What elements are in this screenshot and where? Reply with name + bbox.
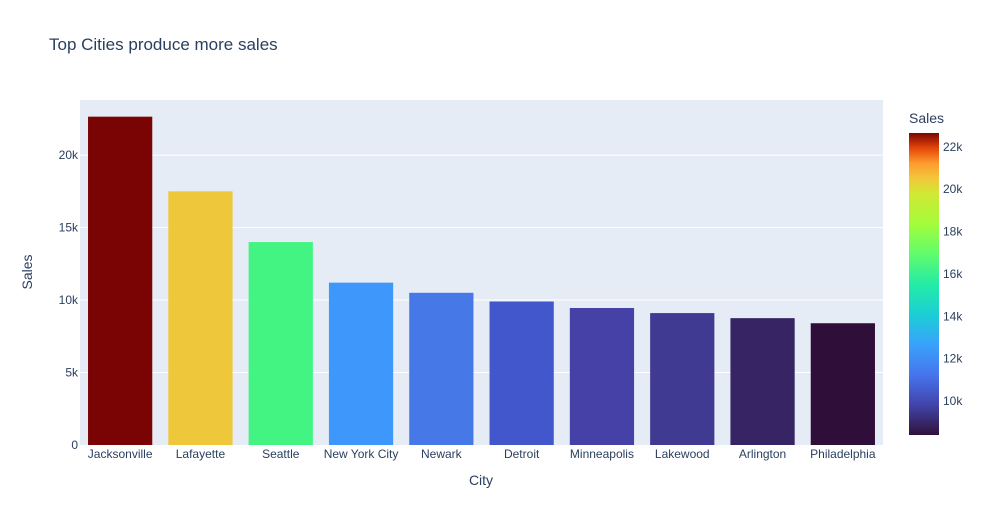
colorbar-tick-label: 18k xyxy=(943,225,963,239)
y-tick-label: 5k xyxy=(65,366,79,380)
colorbar-title: Sales xyxy=(909,110,944,126)
colorbar-tick-label: 10k xyxy=(943,394,963,408)
bar[interactable] xyxy=(168,191,233,445)
colorbar xyxy=(909,133,939,435)
x-tick-label: Detroit xyxy=(504,447,540,461)
bar[interactable] xyxy=(248,242,313,445)
x-tick-label: Arlington xyxy=(739,447,786,461)
y-tick-label: 20k xyxy=(59,148,79,162)
x-tick-label: Seattle xyxy=(262,447,300,461)
x-tick-label: Lakewood xyxy=(655,447,710,461)
x-tick-label: Minneapolis xyxy=(570,447,634,461)
bar[interactable] xyxy=(409,292,474,445)
x-tick-label: Newark xyxy=(421,447,463,461)
bar[interactable] xyxy=(328,282,394,445)
bar[interactable] xyxy=(489,301,554,445)
colorbar-tick-label: 16k xyxy=(943,267,963,281)
x-tick-label: Lafayette xyxy=(176,447,226,461)
bar[interactable] xyxy=(730,318,795,445)
colorbar-tick-label: 12k xyxy=(943,352,963,366)
x-tick-label: New York City xyxy=(324,447,399,461)
bar[interactable] xyxy=(569,308,635,445)
y-tick-label: 0 xyxy=(71,438,78,452)
bars-group xyxy=(88,116,875,445)
bar[interactable] xyxy=(88,116,153,445)
bar[interactable] xyxy=(650,313,715,445)
colorbar-tick-labels: 10k 12k 14k 16k 18k 20k 22k xyxy=(943,140,963,408)
y-tick-label: 15k xyxy=(59,221,79,235)
x-axis-title: City xyxy=(469,472,493,488)
y-tick-label: 10k xyxy=(59,293,79,307)
x-tick-labels: Jacksonville Lafayette Seattle New York Cit… xyxy=(88,447,876,461)
y-tick-labels: 0 5k 10k 15k 20k xyxy=(59,148,79,452)
y-axis-title: Sales xyxy=(19,254,35,289)
bar[interactable] xyxy=(810,323,875,445)
chart-title: Top Cities produce more sales xyxy=(49,35,278,54)
colorbar-tick-label: 20k xyxy=(943,182,963,196)
colorbar-tick-label: 22k xyxy=(943,140,963,154)
colorbar-tick-label: 14k xyxy=(943,309,963,323)
x-tick-label: Philadelphia xyxy=(810,447,876,461)
x-tick-label: Jacksonville xyxy=(88,447,153,461)
